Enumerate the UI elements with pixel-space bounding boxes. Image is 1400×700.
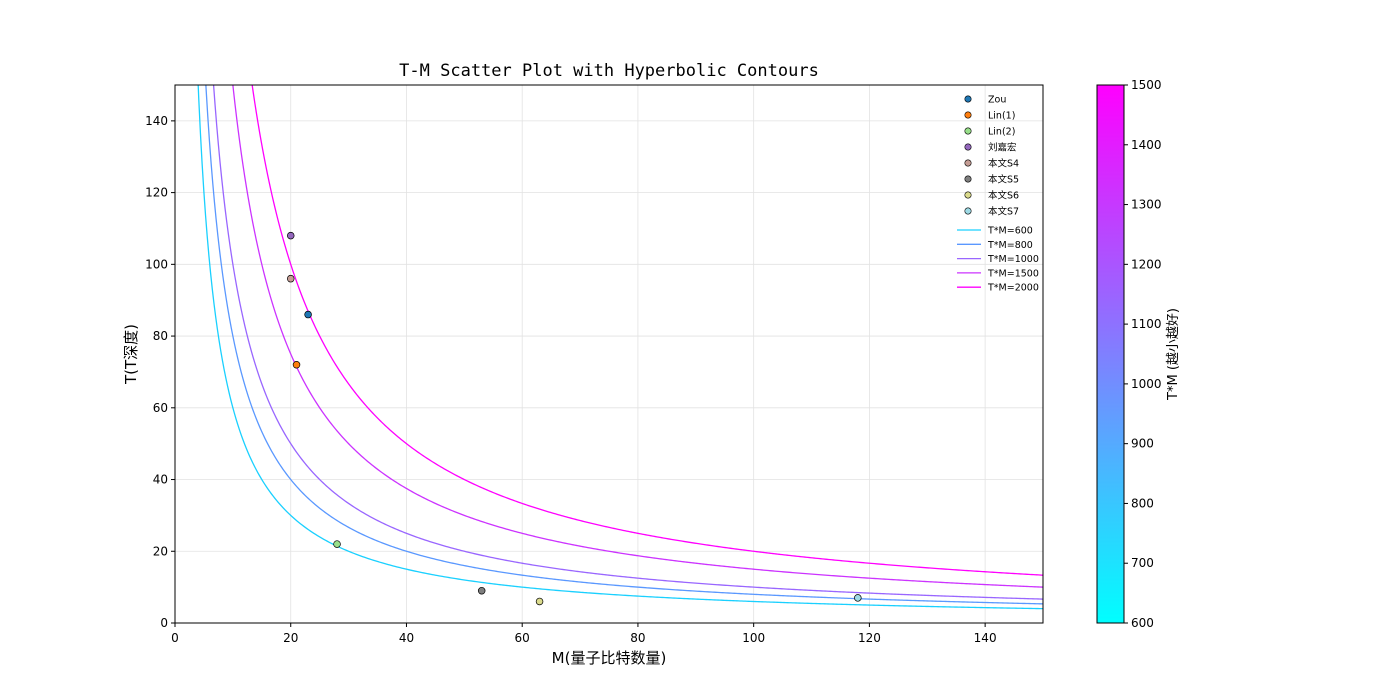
grid-lines bbox=[174, 85, 1043, 624]
legend-label: Zou bbox=[988, 95, 1006, 106]
scatter-point bbox=[854, 594, 862, 602]
scatter-point bbox=[535, 597, 544, 606]
scatter-point bbox=[477, 586, 486, 595]
contour-line bbox=[212, 85, 1043, 600]
y-tick-label: 20 bbox=[153, 544, 168, 558]
legend-label: T*M=800 bbox=[987, 240, 1033, 251]
contour-line bbox=[205, 85, 1043, 605]
legend-label: 本文S4 bbox=[988, 158, 1019, 170]
x-axis-label: M(量子比特数量) bbox=[552, 649, 667, 667]
contour-line bbox=[251, 85, 1043, 576]
y-tick-label: 140 bbox=[145, 114, 168, 128]
legend-label: 刘嘉宏 bbox=[988, 142, 1017, 154]
x-tick-label: 120 bbox=[858, 631, 881, 645]
colorbar-tick-label: 1400 bbox=[1131, 138, 1162, 152]
x-tick-label: 80 bbox=[630, 631, 645, 645]
colorbar-tick-label: 1300 bbox=[1131, 198, 1162, 212]
legend-marker bbox=[964, 191, 972, 199]
y-tick-label: 120 bbox=[145, 186, 168, 200]
legend-marker bbox=[964, 159, 972, 167]
x-tick-label: 100 bbox=[742, 631, 765, 645]
legend-label: Lin(1) bbox=[988, 111, 1015, 122]
legend-marker bbox=[964, 143, 972, 151]
scatter-point bbox=[286, 274, 295, 283]
colorbar-tick-label: 1200 bbox=[1131, 257, 1162, 271]
scatter-points bbox=[286, 231, 862, 606]
chart-title: T-M Scatter Plot with Hyperbolic Contour… bbox=[399, 61, 819, 81]
contour-line bbox=[232, 85, 1043, 588]
legend-marker bbox=[964, 175, 972, 183]
legend-label: 本文S5 bbox=[988, 174, 1019, 186]
legend-label: 本文S6 bbox=[988, 190, 1019, 202]
legend-label: T*M=2000 bbox=[987, 283, 1039, 294]
colorbar-tick-label: 1100 bbox=[1131, 317, 1162, 331]
scatter-point bbox=[333, 540, 341, 548]
x-tick-label: 60 bbox=[515, 631, 530, 645]
colorbar-ticks: 600 700 800 900 1000 1100 1200 1300 1400 1500 bbox=[1124, 78, 1162, 630]
legend-marker bbox=[964, 95, 972, 103]
legend-label: T*M=1500 bbox=[987, 268, 1039, 279]
scatter-point bbox=[304, 310, 312, 319]
plot-frame bbox=[174, 84, 1044, 624]
colorbar-tick-label: 1000 bbox=[1131, 377, 1162, 391]
y-tick-label: 100 bbox=[145, 257, 168, 271]
colorbar-tick-label: 600 bbox=[1131, 616, 1154, 630]
colorbar-tick-label: 700 bbox=[1131, 556, 1154, 570]
legend-label: T*M=600 bbox=[987, 226, 1033, 237]
x-tick-label: 40 bbox=[399, 631, 414, 645]
scatter-point bbox=[292, 361, 301, 369]
legend-label: T*M=1000 bbox=[987, 254, 1039, 265]
legend-marker bbox=[964, 111, 972, 119]
colorbar-label: T*M (越小越好) bbox=[1166, 308, 1181, 401]
y-tick-label: 60 bbox=[153, 401, 168, 415]
colorbar-tick-label: 800 bbox=[1131, 496, 1154, 510]
colorbar-tick-label: 1500 bbox=[1131, 78, 1162, 92]
x-axis-ticks: 0 20 40 60 80 100 120 140 bbox=[171, 623, 997, 645]
legend-marker bbox=[964, 207, 972, 215]
legend-label: 本文S7 bbox=[988, 206, 1019, 218]
contour-lines bbox=[197, 85, 1043, 610]
x-tick-label: 0 bbox=[171, 631, 179, 645]
colorbar bbox=[1096, 84, 1125, 624]
x-tick-label: 20 bbox=[283, 631, 298, 645]
scatter-point bbox=[286, 231, 295, 240]
y-tick-label: 40 bbox=[153, 473, 168, 487]
y-tick-label: 0 bbox=[160, 616, 168, 630]
y-axis-ticks: 0 20 40 60 80 100 120 140 bbox=[145, 114, 175, 630]
contour-line bbox=[197, 85, 1043, 610]
y-axis-label: T(T深度) bbox=[122, 324, 140, 385]
legend-marker bbox=[964, 127, 972, 135]
x-tick-label: 140 bbox=[974, 631, 997, 645]
colorbar-tick-label: 900 bbox=[1131, 437, 1154, 451]
legend-label: Lin(2) bbox=[988, 127, 1015, 138]
y-tick-label: 80 bbox=[153, 329, 168, 343]
